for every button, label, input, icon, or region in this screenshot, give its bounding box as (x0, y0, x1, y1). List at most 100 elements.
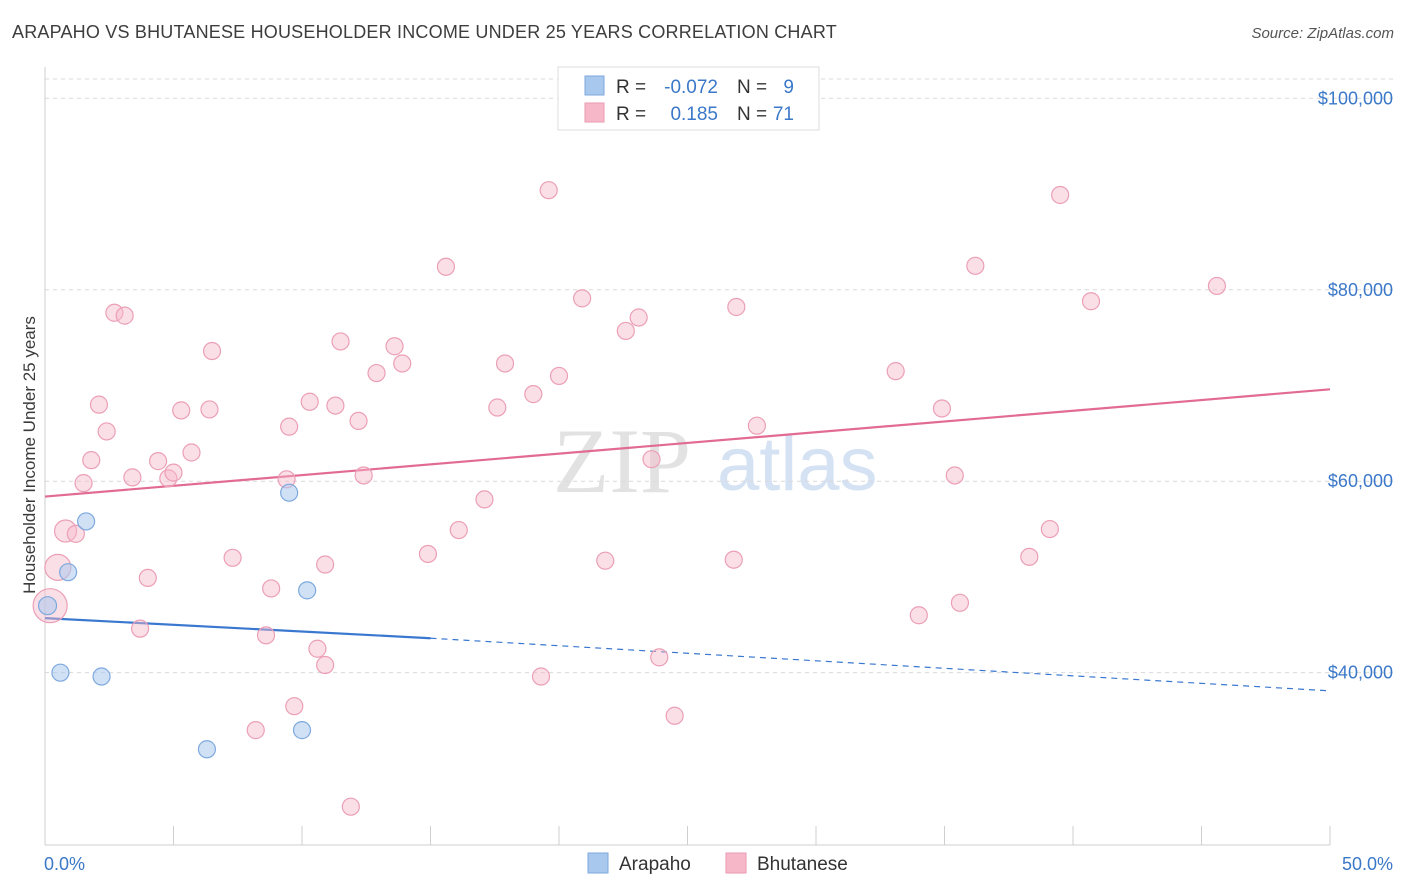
bottom-legend: Arapaho Bhutanese (587, 852, 848, 875)
point-bhutanese (950, 593, 970, 612)
point-bhutanese (246, 721, 265, 740)
point-bhutanese (182, 443, 201, 462)
point-bhutanese (418, 544, 438, 564)
point-bhutanese (596, 551, 615, 570)
point-bhutanese (280, 417, 299, 436)
point-bhutanese (573, 289, 592, 308)
point-bhutanese (115, 306, 134, 325)
legend-n-value-arapaho: 9 (783, 77, 794, 98)
watermark-atlas: atlas (717, 422, 878, 507)
point-bhutanese (202, 341, 222, 361)
point-bhutanese (341, 797, 360, 816)
point-bhutanese (200, 400, 219, 419)
point-bhutanese (300, 392, 319, 411)
point-bhutanese (945, 466, 964, 485)
point-bhutanese (349, 411, 368, 431)
point-bhutanese (123, 468, 142, 487)
point-bhutanese (164, 463, 183, 482)
point-bhutanese (1040, 519, 1059, 539)
point-bhutanese (629, 308, 648, 327)
point-bhutanese (159, 469, 178, 488)
point-arapaho (51, 663, 70, 682)
point-bhutanese (89, 395, 109, 414)
point-bhutanese (475, 490, 494, 509)
point-bhutanese (130, 619, 150, 638)
bottom-legend-swatch-arapaho (587, 852, 609, 874)
trend-line-bhutanese (44, 388, 1331, 498)
point-arapaho (92, 667, 111, 686)
legend-r-value-arapaho: -0.072 (664, 77, 718, 98)
legend-swatch-arapaho (584, 75, 605, 96)
point-bhutanese (932, 399, 952, 418)
point-bhutanese (495, 354, 515, 373)
legend-n-value-bhutanese: 71 (773, 104, 794, 125)
point-arapaho (59, 563, 78, 582)
point-arapaho (298, 581, 317, 600)
point-arapaho (280, 483, 299, 502)
x-tick-label-min: 0.0% (44, 854, 85, 874)
point-bhutanese (172, 401, 191, 420)
y-tick-label: $60,000 (1328, 471, 1393, 491)
point-bhutanese (1051, 185, 1070, 205)
legend-n-label-arapaho: N = (737, 77, 767, 98)
point-bhutanese (316, 555, 335, 574)
point-bhutanese (53, 519, 78, 543)
point-bhutanese (1081, 292, 1101, 311)
watermark-zip: ZIP (553, 410, 691, 512)
point-bhutanese (105, 303, 124, 322)
y-tick-labels: $40,000 $60,000 $80,000 $100,000 (1318, 88, 1393, 682)
point-bhutanese (223, 548, 242, 567)
point-bhutanese (727, 297, 746, 317)
point-bhutanese (747, 416, 766, 435)
point-bhutanese (148, 452, 168, 471)
chart-title: ARAPAHO VS BHUTANESE HOUSEHOLDER INCOME … (12, 22, 837, 42)
point-bhutanese (436, 257, 456, 276)
top-legend: R = -0.072 N = 9 R = 0.185 N = 71 (557, 66, 820, 131)
point-bhutanese (650, 648, 669, 667)
point-bhutanese (326, 396, 345, 415)
trend-lines (44, 388, 1331, 692)
point-arapaho (197, 740, 217, 759)
source-label: Source: ZipAtlas.com (1251, 25, 1394, 42)
point-bhutanese (665, 706, 684, 725)
gridlines (45, 78, 1395, 674)
point-bhutanese (1020, 547, 1039, 566)
point-bhutanese (74, 474, 93, 493)
legend-r-label-bhutanese: R = (616, 104, 646, 125)
point-bhutanese (449, 520, 468, 540)
point-arapaho (292, 721, 312, 740)
point-bhutanese (488, 398, 507, 417)
point-bhutanese (531, 667, 551, 686)
point-bhutanese (97, 422, 116, 441)
legend-swatch-bhutanese (584, 102, 605, 123)
point-bhutanese (367, 363, 386, 383)
point-bhutanese (385, 337, 404, 356)
point-bhutanese (138, 568, 157, 588)
bottom-legend-label-arapaho: Arapaho (619, 854, 691, 875)
point-arapaho (37, 596, 58, 616)
point-bhutanese (262, 579, 281, 598)
point-bhutanese (285, 697, 304, 716)
point-bhutanese (1207, 276, 1227, 296)
y-tick-label: $100,000 (1318, 88, 1393, 108)
point-bhutanese (316, 655, 335, 675)
point-bhutanese (82, 451, 101, 470)
y-axis-label: Householder Income Under 25 years (20, 316, 39, 594)
axes (44, 67, 1331, 846)
point-bhutanese (308, 639, 327, 658)
bottom-legend-swatch-bhutanese (725, 852, 747, 874)
point-bhutanese (549, 366, 569, 386)
point-bhutanese (909, 606, 928, 625)
legend-r-value-bhutanese: 0.185 (670, 104, 718, 125)
y-tick-label: $80,000 (1328, 280, 1393, 300)
point-bhutanese (642, 450, 661, 469)
point-bhutanese (724, 550, 743, 569)
bottom-legend-label-bhutanese: Bhutanese (757, 854, 848, 875)
y-tick-label: $40,000 (1328, 663, 1393, 683)
point-bhutanese (616, 321, 635, 341)
trend-line-arapaho (44, 617, 431, 640)
x-tick-label-max: 50.0% (1342, 854, 1393, 874)
trend-line-arapaho-extension (430, 637, 1331, 692)
point-bhutanese (539, 181, 558, 200)
